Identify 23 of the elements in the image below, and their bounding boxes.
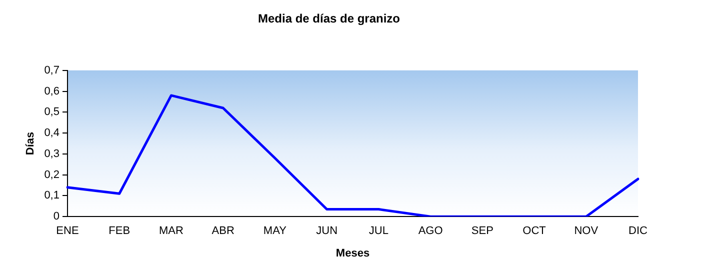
x-tick-label: ENE (56, 225, 79, 238)
x-tick-label: DIC (628, 225, 648, 238)
y-tick-label: 0,5 (44, 106, 60, 118)
y-tick-label: 0,1 (44, 190, 60, 202)
x-tick-label: OCT (522, 225, 546, 238)
y-tick-label: 0,4 (44, 127, 60, 140)
x-tick-label: AGO (418, 225, 444, 238)
y-tick-label: 0,6 (44, 85, 60, 98)
x-tick-label: MAR (158, 225, 184, 238)
y-tick-label: 0 (53, 210, 60, 223)
x-tick-label: JUL (368, 225, 388, 238)
chart-title: Media de días de granizo (258, 12, 400, 26)
x-tick-label: SEP (471, 225, 494, 238)
y-tick-label: 0,2 (44, 168, 60, 181)
y-tick-label: 0,3 (44, 148, 60, 160)
y-tick-label: 0,7 (44, 64, 60, 76)
x-tick-label: MAY (263, 225, 288, 238)
x-tick-label: JUN (316, 225, 338, 238)
y-axis-title: Días (24, 132, 37, 156)
x-tick-label: NOV (574, 225, 599, 238)
x-tick-label: FEB (108, 225, 130, 238)
x-tick-label: ABR (212, 225, 234, 238)
x-axis-title: Meses (336, 247, 370, 260)
